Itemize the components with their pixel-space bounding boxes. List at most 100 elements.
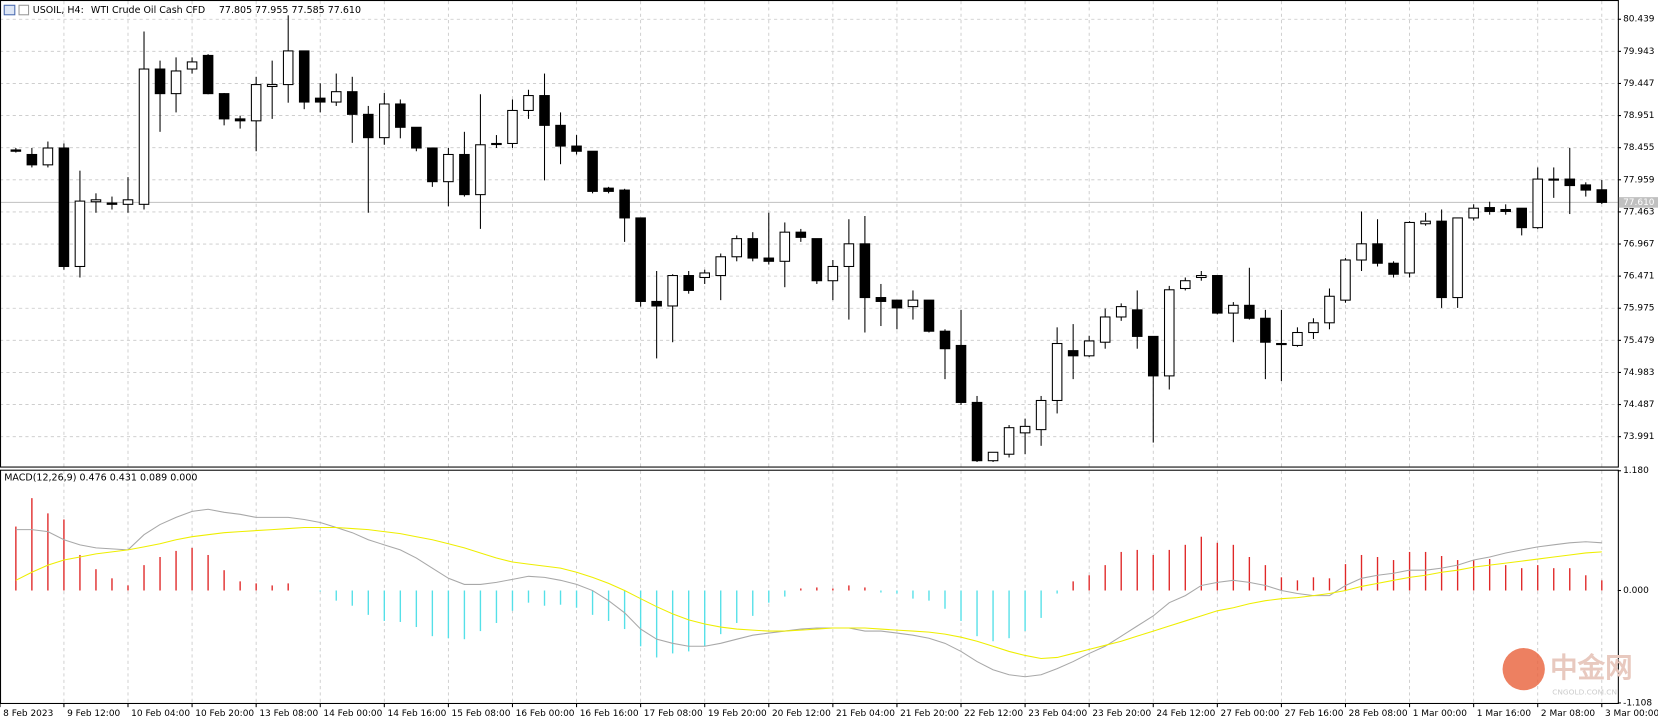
candle-body [619,189,630,219]
x-tick-label: 13 Feb 08:00 [259,709,318,719]
candle-body [1147,335,1159,377]
candle-body [955,344,967,403]
y-tick-label: 1.180 [1623,466,1649,476]
candle-body [1276,342,1287,346]
candle-body [683,275,694,291]
candle-body [234,118,246,122]
candle-body [1067,350,1079,357]
candle-body [939,330,951,350]
y-tick-label: 78.951 [1623,111,1654,121]
plot [0,15,1618,678]
candle-body [186,61,198,70]
candle-body [1484,207,1495,212]
x-tick-label: 14 Feb 00:00 [323,709,382,719]
candle-body [523,95,534,111]
candle-body [138,68,150,205]
signal-line [15,526,1602,660]
x-tick-label: 19 Feb 20:00 [708,709,767,719]
candle-body [779,231,791,262]
price-panel-border [0,0,1619,468]
candle-body [603,187,614,192]
candle-body [1228,304,1239,314]
candle-body [859,243,871,299]
candle-body [427,147,438,183]
candle-body [1196,275,1207,279]
candle-body [795,231,807,238]
macd-label: MACD(12,26,9) 0.476 0.431 0.089 0.000 [4,473,197,484]
candle-body [651,300,662,307]
y-tick-label: 76.471 [1623,272,1654,282]
candle-body [667,275,678,307]
candle-body [1212,275,1223,314]
candle-body [122,199,134,205]
macd-line [15,508,1602,678]
axis: 80.439 79.943 79.447 78.951 78.455 77.959 77.4… [0,15,1658,719]
candle-body [170,70,182,95]
y-tick-label: 77.959 [1623,175,1655,185]
candle-body [571,145,582,152]
candle-body [1596,189,1608,203]
candle-body [58,147,70,268]
candle-body [363,113,374,139]
candle-body [1260,317,1271,343]
candle-body [1548,178,1560,181]
candle-body [1468,207,1479,219]
candle-body [250,84,262,122]
candle-body [266,84,278,88]
candle-body [747,238,759,259]
x-tick-label: 14 Feb 16:00 [387,709,446,719]
candle-body [475,144,486,196]
candle-body [1580,184,1592,191]
x-tick-label: 1 Mar 16:00 [1477,709,1532,719]
candle-body [1516,207,1527,229]
candle-body [1244,304,1255,319]
candle-body [1083,340,1095,357]
x-tick-label: 16 Feb 16:00 [580,709,639,719]
candle-body [811,238,823,282]
candle-body [587,150,598,192]
candle-body [923,299,935,332]
candle-body [298,50,310,103]
x-tick-label: 24 Feb 12:00 [1156,709,1215,719]
candle-body [987,451,999,462]
x-tick-label: 20 Feb 12:00 [772,709,831,719]
y-tick-label: 77.463 [1623,207,1654,217]
candle-body [827,265,839,282]
x-tick-label: 27 Feb 16:00 [1285,709,1344,719]
x-tick-label: 8 Feb 2023 [3,709,53,719]
candle-body [1308,322,1319,334]
candle-body [539,95,550,126]
candle-body [635,217,646,302]
x-tick-label: 23 Feb 04:00 [1028,709,1087,719]
candle-body [1436,220,1447,299]
menu-icon[interactable] [3,4,16,16]
candle-body [106,202,118,205]
chart-icon[interactable] [18,4,30,16]
x-tick-label: 2 Mar 08:00 [1541,709,1596,719]
y-tick-label: 75.975 [1623,304,1654,314]
candle-body [971,401,983,462]
x-tick-label: 17 Feb 08:00 [644,709,703,719]
watermark-site: CNGOLD.COM.CN [1552,687,1617,696]
candle-body [491,142,502,146]
candle-body [891,299,903,309]
x-tick-label: 16 Feb 00:00 [516,709,575,719]
candle-body [1180,280,1191,290]
candle-body [1388,262,1399,275]
candle-body [282,50,294,86]
y-tick-label: 73.991 [1623,432,1654,442]
candle-body [731,238,743,258]
candle-body [314,97,326,103]
watermark-brand: 中金网 [1550,652,1632,684]
x-tick-label: 10 Feb 20:00 [195,709,254,719]
candle-body [875,297,887,302]
y-tick-label: -1.108 [1623,698,1652,708]
x-tick-label: 28 Feb 08:00 [1349,709,1408,719]
x-tick-label: 21 Feb 20:00 [900,709,959,719]
y-tick-label: 80.439 [1623,15,1655,25]
x-tick-label: 21 Feb 04:00 [836,709,895,719]
candle-body [1035,399,1047,431]
candle-body [154,68,166,95]
